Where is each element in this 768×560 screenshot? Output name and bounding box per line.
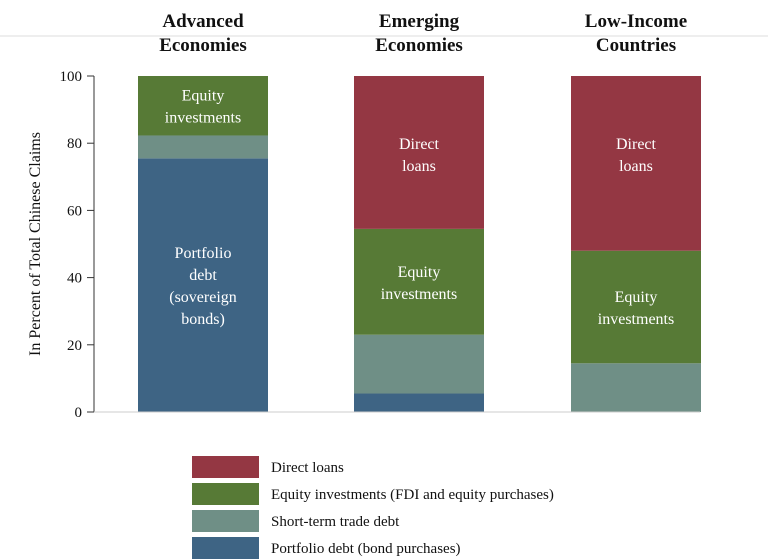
legend-label: Portfolio debt (bond purchases) — [271, 541, 461, 557]
bar-segment-label: Equity — [182, 88, 225, 105]
legend-label: Short-term trade debt — [271, 514, 400, 530]
bar-segment-label: debt — [189, 267, 217, 284]
legend-label: Direct loans — [271, 460, 344, 476]
bar-segment — [138, 135, 268, 159]
bars: Portfolio debt (sovereign bonds) Equity inves… — [94, 76, 701, 413]
y-tick-label: 0 — [75, 405, 83, 421]
column-title: Low-Income — [585, 11, 687, 32]
bar-segment-label: investments — [381, 286, 457, 303]
bar-segment — [354, 228, 484, 335]
legend-swatch — [192, 483, 259, 505]
bar-segment-label: Portfolio — [175, 245, 232, 262]
bar-segment — [354, 334, 484, 394]
y-tick-label: 80 — [67, 136, 82, 152]
column-title: Advanced — [162, 11, 244, 32]
bar-segment — [571, 250, 701, 364]
column-titles: Advanced Economies Emerging Economies Low-In… — [159, 11, 687, 56]
column-title: Economies — [375, 35, 463, 56]
y-tick-label: 100 — [60, 69, 83, 85]
bar-segment-label: investments — [165, 110, 241, 127]
bar-segment — [354, 393, 484, 412]
bar-segment-label: Direct — [399, 136, 440, 153]
legend-swatch — [192, 456, 259, 478]
column-title: Emerging — [379, 11, 460, 32]
bar-segment-label: loans — [402, 158, 436, 175]
bar-segment — [138, 158, 268, 412]
column-title: Economies — [159, 35, 247, 56]
bar-segment-label: Equity — [398, 264, 441, 281]
bar-segment — [138, 76, 268, 136]
bar-segment — [571, 76, 701, 251]
y-tick-label: 60 — [67, 203, 82, 219]
y-tick-label: 40 — [67, 271, 82, 287]
legend-label: Equity investments (FDI and equity purch… — [271, 487, 554, 503]
y-tick-label: 20 — [67, 338, 82, 354]
bar-segment-label: loans — [619, 158, 653, 175]
legend: Direct loans Equity investments (FDI and … — [192, 456, 554, 559]
y-axis: 0 20 40 60 80 100 — [60, 69, 95, 421]
bar-segment-label: investments — [598, 311, 674, 328]
legend-swatch — [192, 537, 259, 559]
bar-segment-label: (sovereign — [169, 289, 237, 306]
bar-segment-label: Equity — [615, 289, 658, 306]
y-axis-label: In Percent of Total Chinese Claims — [27, 132, 44, 356]
bar-segment-label: bonds) — [181, 311, 225, 328]
bar-segment — [354, 76, 484, 229]
legend-swatch — [192, 510, 259, 532]
column-title: Countries — [596, 35, 676, 56]
bar-segment-label: Direct — [616, 136, 657, 153]
bar-segment — [571, 363, 701, 412]
